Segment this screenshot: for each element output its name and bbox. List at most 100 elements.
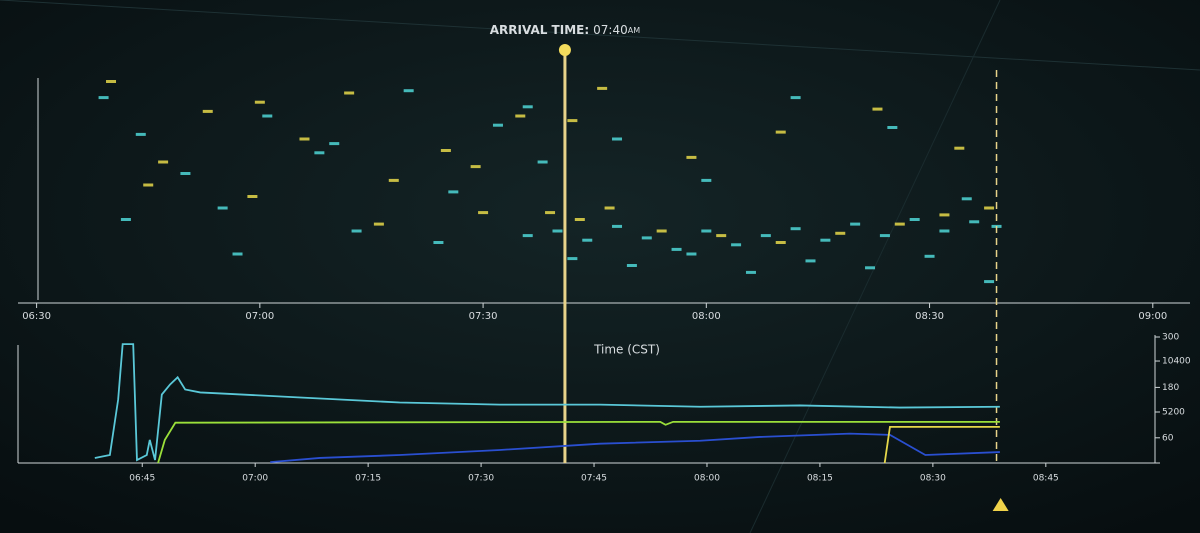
point bbox=[373, 222, 384, 226]
point bbox=[626, 264, 637, 267]
point bbox=[247, 195, 258, 198]
point bbox=[314, 151, 325, 155]
y-tick-label: 180 bbox=[1162, 383, 1179, 393]
point bbox=[143, 183, 154, 187]
point bbox=[567, 257, 578, 261]
point bbox=[612, 137, 623, 141]
point bbox=[790, 227, 801, 231]
x-tick-label: 08:00 bbox=[692, 311, 721, 322]
annotation-time: 07:40 bbox=[593, 23, 628, 37]
series-line bbox=[94, 343, 1000, 462]
point bbox=[217, 206, 228, 210]
point bbox=[835, 231, 846, 235]
point bbox=[775, 130, 786, 134]
point bbox=[582, 238, 593, 242]
point bbox=[120, 218, 131, 221]
y-tick-label: 300 bbox=[1162, 333, 1179, 343]
point bbox=[686, 155, 697, 159]
point bbox=[135, 132, 146, 136]
point bbox=[515, 114, 526, 118]
point bbox=[478, 211, 489, 215]
x-tick-label: 06:30 bbox=[22, 311, 51, 322]
point bbox=[701, 229, 712, 233]
point bbox=[567, 119, 578, 123]
point bbox=[850, 222, 861, 226]
x-tick-label: 08:00 bbox=[694, 474, 720, 484]
x-tick-label: 07:45 bbox=[581, 474, 607, 484]
point bbox=[106, 80, 117, 83]
point bbox=[433, 241, 444, 244]
x-tick-label: 07:30 bbox=[468, 474, 494, 484]
point bbox=[403, 89, 414, 93]
point bbox=[344, 91, 355, 95]
point bbox=[158, 160, 169, 164]
point bbox=[865, 266, 876, 270]
point bbox=[552, 229, 563, 233]
series-line bbox=[157, 420, 1000, 464]
point bbox=[686, 252, 697, 256]
annotation-label: ARRIVAL TIME: bbox=[490, 23, 589, 37]
x-tick-label: 08:30 bbox=[915, 311, 944, 322]
point bbox=[98, 96, 109, 100]
point bbox=[820, 238, 831, 242]
series-line bbox=[270, 432, 1000, 464]
point bbox=[701, 178, 712, 182]
x-tick-label: 07:30 bbox=[469, 311, 498, 322]
x-tick-label: 07:00 bbox=[245, 311, 274, 322]
point bbox=[954, 146, 965, 150]
point bbox=[262, 114, 273, 118]
x-tick-label: 07:00 bbox=[242, 474, 268, 484]
x-tick-label: 08:15 bbox=[807, 474, 833, 484]
point bbox=[909, 218, 920, 221]
point bbox=[894, 222, 905, 226]
x-tick-label: 08:45 bbox=[1033, 474, 1059, 484]
point bbox=[351, 229, 362, 233]
point bbox=[656, 229, 667, 233]
point bbox=[440, 149, 451, 152]
point bbox=[671, 247, 682, 251]
point bbox=[545, 211, 556, 215]
point bbox=[879, 234, 890, 238]
series-line bbox=[883, 425, 1000, 464]
point bbox=[254, 100, 265, 104]
point bbox=[969, 220, 980, 224]
point bbox=[731, 243, 742, 247]
arrival-annotation: ARRIVAL TIME: 07:40AM bbox=[490, 23, 640, 37]
point bbox=[492, 123, 503, 127]
time-marker bbox=[992, 498, 1009, 511]
point bbox=[984, 206, 995, 210]
point bbox=[775, 241, 786, 244]
x-tick-label: 07:15 bbox=[355, 474, 381, 484]
point bbox=[939, 229, 950, 233]
x-tick-label: 09:00 bbox=[1138, 311, 1167, 322]
point bbox=[641, 236, 652, 240]
point bbox=[597, 86, 608, 90]
point bbox=[984, 280, 995, 284]
y-tick-label: 10400 bbox=[1162, 357, 1191, 367]
map-road bbox=[0, 0, 1200, 71]
x-tick-label: 06:45 bbox=[129, 474, 155, 484]
point bbox=[522, 234, 533, 238]
point bbox=[202, 109, 213, 113]
point bbox=[961, 197, 972, 201]
point bbox=[232, 252, 243, 256]
point bbox=[612, 224, 623, 228]
annotation-suffix: AM bbox=[628, 26, 640, 35]
point bbox=[537, 160, 548, 164]
point bbox=[388, 178, 399, 182]
point bbox=[924, 254, 935, 258]
point bbox=[470, 165, 481, 169]
point bbox=[887, 126, 898, 129]
arrival-dot bbox=[558, 44, 571, 56]
x-axis-title: Time (CST) bbox=[593, 343, 660, 357]
point bbox=[448, 190, 459, 194]
point bbox=[522, 105, 533, 109]
point bbox=[180, 172, 191, 175]
y-tick-label: 60 bbox=[1162, 433, 1174, 443]
x-tick-label: 08:30 bbox=[920, 474, 946, 484]
point bbox=[760, 234, 771, 238]
point bbox=[805, 259, 816, 263]
point bbox=[716, 234, 727, 238]
